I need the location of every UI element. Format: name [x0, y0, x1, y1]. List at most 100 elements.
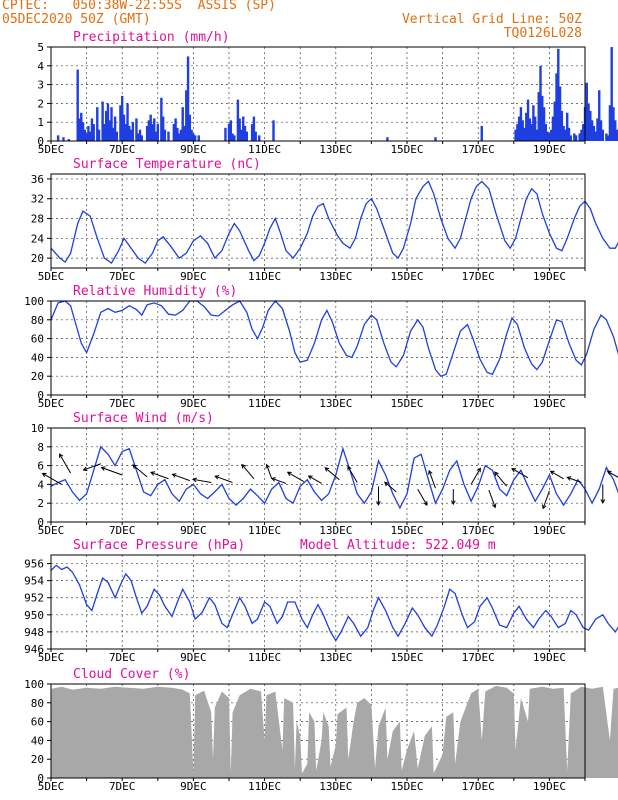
x-tick-label: 7DEC: [109, 270, 136, 283]
y-tick-label: 20: [31, 370, 44, 383]
precip-bar: [140, 135, 143, 141]
precip-bar: [532, 105, 535, 141]
precip-bar: [526, 99, 530, 141]
precip-bar: [549, 129, 553, 141]
y-tick-label: 40: [31, 734, 44, 747]
y-tick-label: 80: [31, 314, 44, 327]
wind-vector-arrow: [600, 484, 606, 504]
x-tick-label: 5DEC: [38, 143, 65, 156]
x-tick-label: 5DEC: [38, 780, 65, 793]
panel-title: Surface Pressure (hPa): [73, 538, 245, 553]
x-tick-label: 9DEC: [180, 524, 207, 537]
precip-bar: [587, 103, 590, 141]
x-tick-label: 5DEC: [38, 651, 65, 664]
precip-bar: [557, 48, 560, 141]
x-tick-label: 17DEC: [462, 270, 495, 283]
precip-bar: [115, 131, 119, 141]
wind-vector-arrow: [324, 467, 340, 481]
y-tick-label: 24: [31, 232, 45, 245]
y-tick-label: 60: [31, 333, 44, 346]
precip-bar: [147, 120, 151, 141]
x-tick-label: 5DEC: [38, 270, 65, 283]
wind-vector-arrow: [494, 471, 508, 487]
wind-vector-arrow: [286, 471, 305, 483]
wind-vector-arrow: [100, 466, 123, 476]
precip-bar: [174, 118, 177, 141]
precip-bar: [106, 103, 110, 141]
precip-bar: [161, 116, 165, 141]
precip-bar: [516, 124, 519, 141]
wind-vector-arrow: [383, 481, 397, 493]
x-tick-label: 9DEC: [180, 780, 207, 793]
precip-bar: [548, 133, 551, 141]
wind-vector-arrow: [132, 464, 148, 478]
precip-bar: [582, 124, 585, 141]
panel-title: Surface Temperature (nC): [73, 157, 261, 172]
y-tick-label: 20: [31, 252, 44, 265]
precip-bar: [97, 129, 101, 141]
precip-bar: [181, 107, 184, 141]
precip-bar: [119, 105, 122, 141]
precip-bar: [229, 120, 232, 141]
wind-vector-arrow: [214, 475, 233, 483]
y-tick-label: 100: [24, 295, 44, 308]
x-tick-label: 11DEC: [248, 651, 281, 664]
precip-bar: [110, 107, 113, 141]
precip-bar: [555, 73, 558, 141]
panel-frame-top: [50, 46, 586, 142]
y-tick-label: 6: [37, 460, 44, 473]
y-tick-label: 60: [31, 716, 44, 729]
precip-bar: [258, 135, 261, 141]
y-tick-label: 100: [24, 678, 44, 691]
x-tick-label: 15DEC: [390, 651, 423, 664]
precip-bar: [535, 129, 539, 141]
precip-bar: [112, 127, 115, 141]
precip-bar: [128, 125, 131, 141]
wind-vector-arrow: [191, 477, 212, 484]
x-tick-label: 15DEC: [390, 780, 423, 793]
x-tick-label: 7DEC: [109, 651, 136, 664]
precip-bar: [80, 112, 83, 141]
x-tick-label: 17DEC: [462, 651, 495, 664]
series-line: [50, 445, 618, 510]
y-tick-label: 10: [31, 422, 44, 435]
precip-bar: [156, 124, 159, 141]
panel-frame: [50, 300, 586, 396]
precip-bar: [523, 127, 526, 141]
precip-bar: [245, 131, 248, 141]
x-tick-label: 7DEC: [109, 524, 136, 537]
precip-bar: [612, 107, 615, 141]
precip-bar: [138, 129, 142, 141]
precip-bar: [606, 135, 610, 141]
precip-bar: [240, 129, 243, 141]
precip-bar: [544, 124, 548, 141]
precip-bar: [88, 131, 92, 141]
precip-bar: [553, 101, 556, 141]
precip-bar: [594, 131, 597, 141]
precip-bar: [610, 47, 613, 141]
y-tick-label: 948: [24, 626, 44, 639]
precip-bar: [592, 125, 596, 141]
y-tick-label: 32: [31, 193, 44, 206]
precip-bar: [145, 125, 149, 141]
y-tick-label: 0: [37, 135, 44, 148]
precip-bar: [236, 99, 240, 141]
precip-bar: [519, 107, 523, 141]
panel-frame-top: [50, 554, 586, 650]
x-tick-label: 19DEC: [533, 270, 566, 283]
panel-frame: [50, 46, 586, 142]
precip-bar: [243, 125, 247, 141]
wind-vector-arrow: [376, 486, 381, 506]
precip-bar: [238, 118, 241, 141]
wind-vector-arrow: [488, 489, 497, 509]
y-tick-label: 0: [37, 389, 44, 402]
x-tick-label: 17DEC: [462, 780, 495, 793]
precip-bar: [517, 116, 521, 141]
panel-frame-top: [50, 683, 586, 779]
precip-bar: [78, 118, 81, 141]
wind-vector-arrow: [265, 463, 273, 479]
x-tick-label: 19DEC: [533, 524, 566, 537]
header-grid-note: Vertical Grid Line: 50Z: [401, 12, 582, 27]
precip-bar: [126, 103, 129, 141]
